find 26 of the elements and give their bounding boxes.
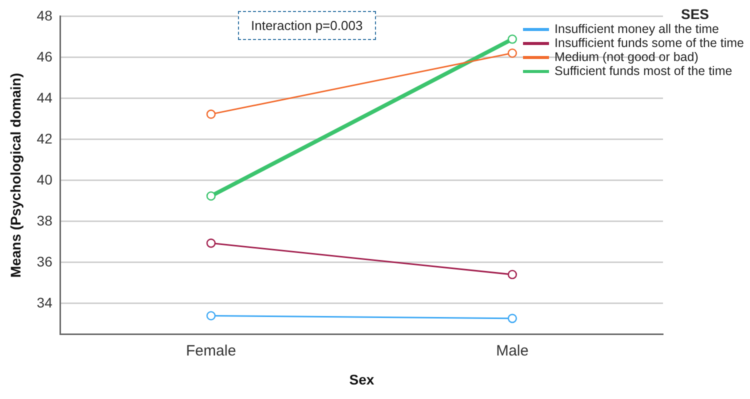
- y-tick-label: 38: [36, 212, 53, 228]
- x-tick-label: Male: [496, 342, 529, 360]
- legend-label: Sufficient funds most of the time: [554, 64, 732, 78]
- point: [206, 110, 216, 119]
- y-tick-label: 34: [36, 294, 53, 310]
- x-tick-label: Female: [186, 342, 236, 360]
- legend-label: Insufficient funds some of the time: [554, 36, 744, 50]
- point: [206, 191, 216, 201]
- y-tick-label: 44: [36, 89, 53, 106]
- annotation: Interaction p=0.003: [238, 11, 376, 40]
- y-tick-label: 40: [36, 171, 53, 188]
- x-axis-title: Sex: [349, 371, 374, 388]
- legend-title: SES: [680, 6, 709, 22]
- y-axis-title: Means (Psychological domain): [7, 72, 24, 278]
- point: [508, 34, 517, 44]
- point: [206, 311, 216, 320]
- point: [206, 238, 216, 248]
- y-tick-label: 36: [36, 253, 53, 270]
- y-tick-label: 42: [36, 130, 53, 146]
- point: [508, 314, 517, 324]
- y-tick-label: 48: [36, 7, 53, 24]
- legend-label: Medium (not good or bad): [554, 50, 698, 64]
- point: [508, 48, 517, 58]
- legend-label: Insufficient money all the time: [554, 22, 719, 36]
- point: [508, 270, 517, 280]
- y-tick-label: 46: [36, 48, 53, 64]
